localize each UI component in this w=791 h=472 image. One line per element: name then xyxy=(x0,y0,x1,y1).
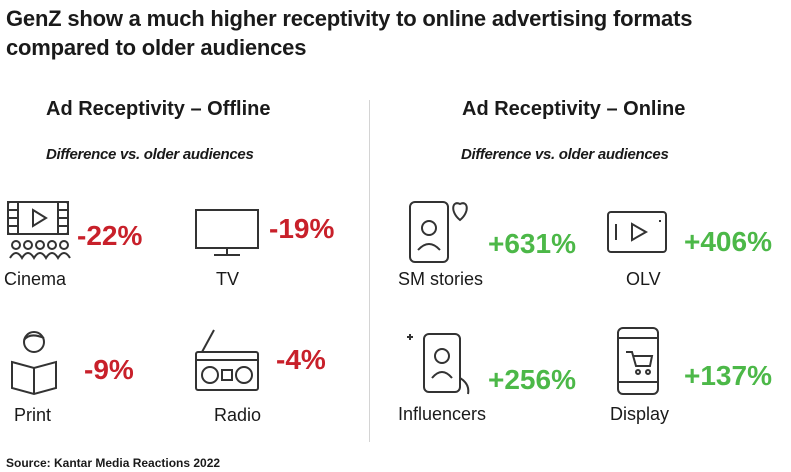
tile-influencers: +256% Influencers xyxy=(398,320,598,430)
olv-value: +406% xyxy=(684,226,772,257)
online-subheading: Difference vs. older audiences xyxy=(461,146,669,163)
olv-label: OLV xyxy=(626,269,661,289)
offline-subheading: Difference vs. older audiences xyxy=(46,146,254,163)
tile-display: +137% Display xyxy=(600,320,790,430)
radio-icon xyxy=(195,329,259,391)
influencers-value: +256% xyxy=(488,364,576,395)
tile-tv: -19% TV xyxy=(190,190,360,300)
tv-label: TV xyxy=(216,269,240,289)
source-note: Source: Kantar Media Reactions 2022 xyxy=(6,456,221,470)
display-value: +137% xyxy=(684,360,772,391)
cinema-label: Cinema xyxy=(4,269,67,289)
sm-stories-value: +631% xyxy=(488,228,576,259)
tile-radio: -4% Radio xyxy=(190,320,360,430)
cinema-icon xyxy=(7,201,71,260)
video-player-icon xyxy=(607,211,667,253)
display-label: Display xyxy=(610,404,670,424)
phone-selfie-icon xyxy=(407,333,470,395)
online-heading: Ad Receptivity – Online xyxy=(462,98,686,120)
panel-divider xyxy=(369,100,370,442)
tile-print: -9% Print xyxy=(0,320,180,430)
tv-value: -19% xyxy=(269,213,335,244)
tile-olv: +406% OLV xyxy=(600,190,790,300)
sm-stories-label: SM stories xyxy=(398,269,484,289)
influencers-label: Influencers xyxy=(398,404,487,424)
phone-heart-icon xyxy=(409,201,468,263)
print-value: -9% xyxy=(84,354,134,385)
radio-value: -4% xyxy=(276,344,326,375)
tile-sm-stories: +631% SM stories xyxy=(398,190,598,300)
cinema-value: -22% xyxy=(77,220,143,251)
tile-cinema: -22% Cinema xyxy=(0,190,180,300)
print-label: Print xyxy=(14,405,52,425)
phone-cart-icon xyxy=(617,327,659,395)
tv-icon xyxy=(195,209,259,256)
chart-title: GenZ show a much higher receptivity to o… xyxy=(6,6,693,60)
print-reader-icon xyxy=(11,331,57,396)
radio-label: Radio xyxy=(214,405,262,425)
offline-heading: Ad Receptivity – Offline xyxy=(46,98,271,120)
